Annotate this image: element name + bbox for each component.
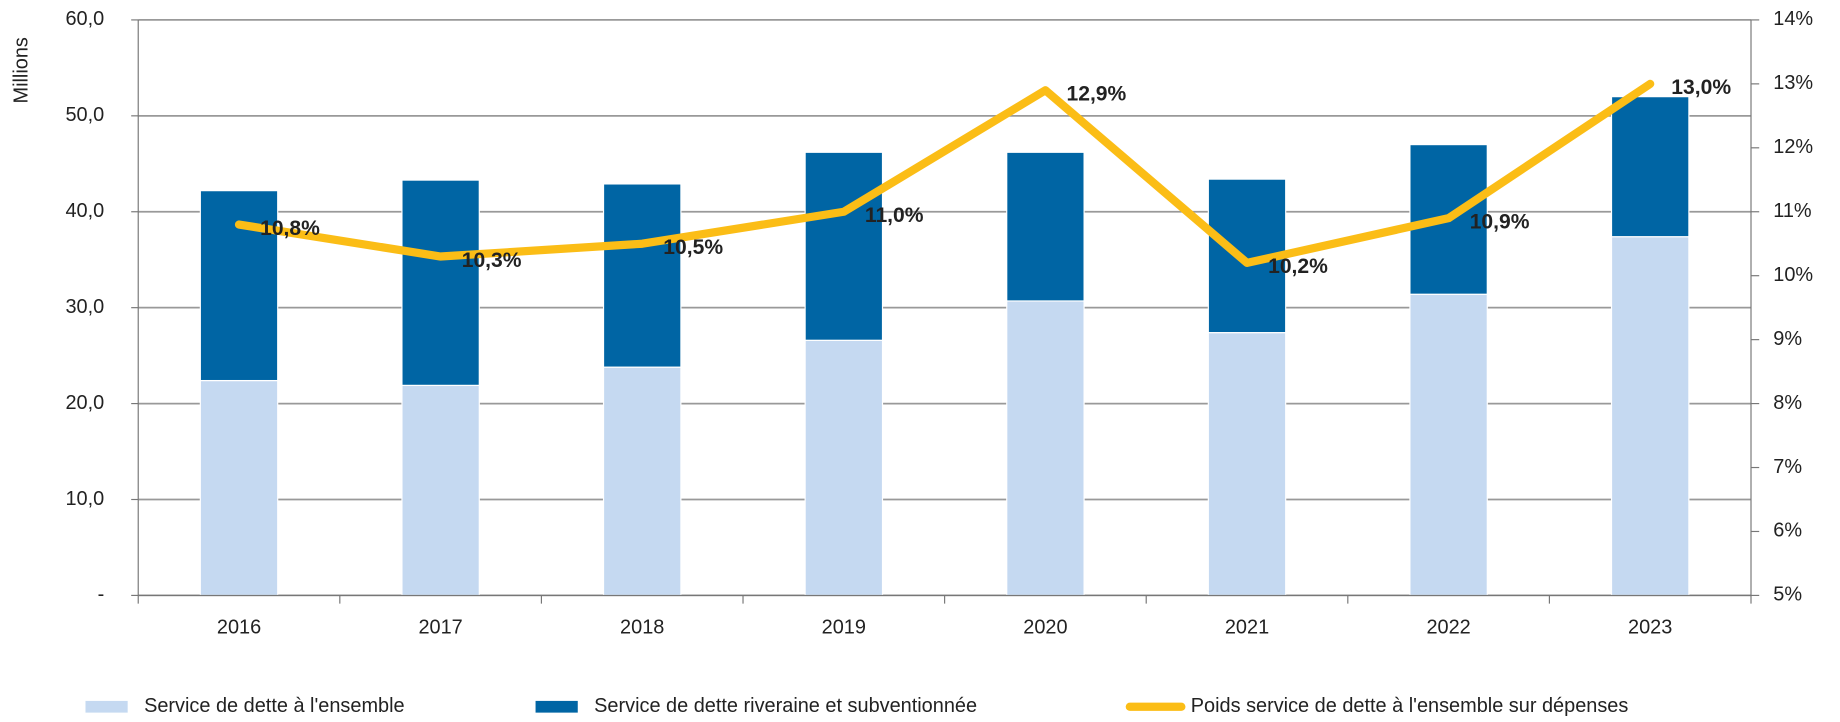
- y-tick-label: 20,0: [65, 392, 104, 414]
- y-tick-label: 10,0: [65, 488, 104, 510]
- bar: [602, 183, 682, 368]
- x-tick-label: 2022: [1426, 616, 1470, 638]
- y-tick-label: 60,0: [65, 8, 104, 30]
- y-tick-label: 40,0: [65, 200, 104, 222]
- y2-tick-label: 8%: [1773, 392, 1802, 414]
- y2-tick-label: 11%: [1773, 200, 1811, 222]
- bar: [199, 379, 279, 597]
- data-label: 12,9%: [1067, 83, 1127, 106]
- bar: [401, 179, 480, 386]
- y-tick-label: 50,0: [65, 104, 104, 126]
- bar: [1610, 96, 1690, 238]
- data-label: 10,8%: [260, 217, 320, 240]
- legend-label: Poids service de dette à l'ensemble sur …: [1191, 695, 1629, 717]
- x-tick-label: 2019: [822, 616, 866, 638]
- y-tick-label: 30,0: [65, 296, 104, 318]
- x-tick-label: 2018: [620, 616, 664, 638]
- bar: [1006, 151, 1085, 302]
- legend-label: Service de dette à l'ensemble: [144, 695, 405, 717]
- bar: [1409, 293, 1488, 597]
- legend-label: Service de dette riveraine et subvention…: [594, 695, 977, 717]
- legend-swatch: [85, 700, 128, 713]
- data-label: 10,3%: [462, 249, 522, 272]
- legend-swatch: [535, 700, 578, 713]
- x-tick-label: 2021: [1225, 616, 1269, 638]
- bar: [1006, 300, 1085, 597]
- y2-tick-label: 10%: [1773, 264, 1813, 286]
- bar: [401, 384, 480, 597]
- y-tick-label: -: [98, 584, 105, 606]
- data-label: 10,2%: [1268, 255, 1328, 278]
- bar: [804, 339, 884, 597]
- x-tick-label: 2020: [1023, 616, 1067, 638]
- data-label: 11,0%: [865, 204, 924, 227]
- x-tick-label: 2023: [1628, 616, 1672, 638]
- y2-tick-label: 7%: [1773, 456, 1802, 478]
- y2-tick-label: 12%: [1773, 136, 1813, 158]
- y2-tick-label: 13%: [1773, 72, 1813, 94]
- bar: [804, 151, 884, 341]
- bar: [1207, 332, 1287, 597]
- y2-tick-label: 9%: [1773, 328, 1802, 350]
- bar: [1610, 236, 1690, 597]
- line: [234, 79, 1655, 268]
- data-label: 10,5%: [663, 236, 723, 259]
- data-label: 13,0%: [1671, 76, 1731, 99]
- y2-tick-label: 14%: [1773, 8, 1813, 30]
- y-axis-label: Millions: [10, 37, 32, 103]
- y2-tick-label: 6%: [1773, 520, 1802, 542]
- bar: [602, 366, 682, 597]
- data-label: 10,9%: [1470, 210, 1530, 233]
- y2-tick-label: 5%: [1773, 584, 1802, 606]
- x-tick-label: 2017: [418, 616, 462, 638]
- x-tick-label: 2016: [217, 616, 261, 638]
